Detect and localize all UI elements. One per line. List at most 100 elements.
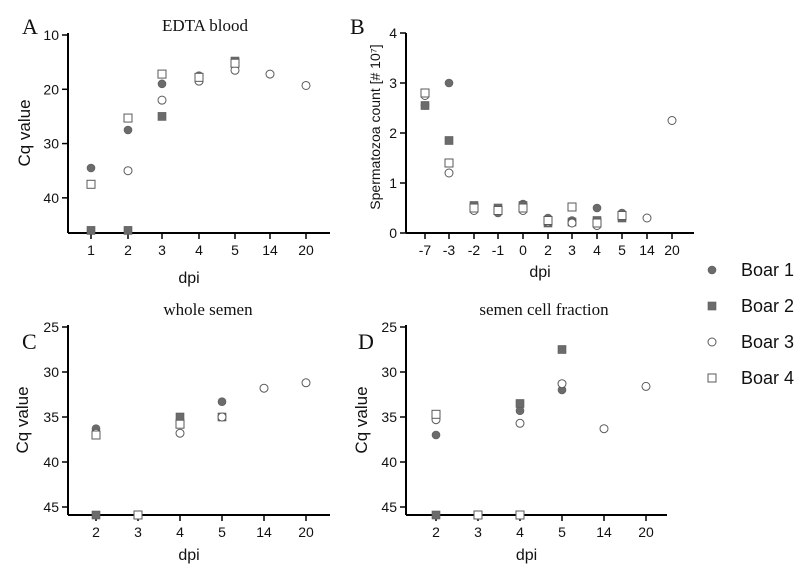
data-point — [444, 78, 454, 88]
legend-label: Boar 1 — [741, 260, 794, 280]
data-point — [557, 345, 567, 354]
y-tick-label: 45 — [43, 499, 59, 515]
y-tick-label: 4 — [389, 25, 397, 41]
x-tick-label: 0 — [519, 242, 527, 258]
data-point — [175, 428, 185, 438]
x-tick-label: 14 — [256, 524, 272, 540]
legend-label: Boar 3 — [741, 332, 794, 352]
x-tick-label: 4 — [593, 242, 601, 258]
data-point — [557, 379, 567, 389]
data-point — [592, 218, 602, 228]
data-point — [444, 158, 454, 168]
y-tick-label: 40 — [381, 454, 397, 470]
x-tick-label: -7 — [419, 242, 432, 258]
data-point — [567, 202, 577, 212]
data-point — [265, 69, 275, 79]
x-tick-label: 5 — [558, 524, 566, 540]
x-axis-label: dpi — [516, 547, 537, 564]
data-point — [133, 510, 143, 520]
panel-letter: D — [358, 329, 374, 354]
x-tick-label: 20 — [638, 524, 654, 540]
data-point — [230, 58, 240, 68]
data-point — [515, 406, 525, 416]
data-point — [123, 125, 133, 135]
data-point — [641, 381, 651, 391]
x-tick-label: 4 — [176, 524, 184, 540]
y-tick-label: 1 — [389, 175, 397, 191]
x-tick-label: -2 — [468, 242, 481, 258]
data-point — [157, 69, 167, 79]
data-point — [157, 112, 167, 121]
data-point — [493, 206, 503, 215]
data-point — [259, 383, 269, 393]
x-tick-label: 2 — [544, 242, 552, 258]
data-point — [642, 213, 652, 223]
y-tick-label: 2 — [389, 125, 397, 141]
panel-letter: A — [22, 14, 38, 39]
y-tick-label: 3 — [389, 75, 397, 91]
x-tick-label: 20 — [664, 242, 680, 258]
data-point — [567, 218, 577, 228]
x-tick-label: 3 — [158, 242, 166, 258]
x-tick-label: 2 — [124, 242, 132, 258]
x-tick-label: 4 — [195, 242, 203, 258]
x-tick-label: 2 — [92, 524, 100, 540]
data-point — [301, 80, 311, 90]
data-point — [469, 203, 479, 213]
data-point — [123, 113, 133, 123]
panel-title: semen cell fraction — [479, 300, 609, 319]
data-point — [91, 510, 101, 520]
y-tick-label: 10 — [43, 27, 59, 43]
x-tick-label: 4 — [516, 524, 524, 540]
x-tick-label: 20 — [298, 242, 314, 258]
data-point — [543, 216, 553, 225]
legend-marker — [707, 265, 717, 275]
data-point — [91, 430, 101, 440]
x-tick-label: 5 — [218, 524, 226, 540]
y-tick-label: 0 — [389, 225, 397, 241]
y-tick-label: 40 — [43, 454, 59, 470]
data-point — [444, 136, 454, 145]
x-tick-label: -1 — [492, 242, 505, 258]
data-point — [431, 510, 441, 520]
y-tick-label: 30 — [43, 136, 59, 152]
data-point — [86, 163, 96, 173]
data-point — [301, 378, 311, 388]
data-point — [431, 409, 441, 419]
x-tick-label: 1 — [87, 242, 95, 258]
data-point — [86, 179, 96, 189]
legend-marker — [707, 337, 717, 347]
y-tick-label: 40 — [43, 190, 59, 206]
x-tick-label: 2 — [432, 524, 440, 540]
x-tick-label: 3 — [568, 242, 576, 258]
data-point — [617, 211, 627, 220]
data-point — [86, 226, 96, 235]
x-tick-label: 14 — [262, 242, 278, 258]
data-point — [175, 419, 185, 429]
y-axis-label: Cq value — [13, 386, 32, 453]
y-tick-label: 25 — [43, 319, 59, 335]
data-point — [420, 88, 430, 98]
x-tick-label: 5 — [618, 242, 626, 258]
y-tick-label: 30 — [381, 364, 397, 380]
data-point — [194, 72, 204, 82]
y-tick-label: 35 — [43, 409, 59, 425]
legend-marker — [707, 301, 717, 311]
data-point — [444, 168, 454, 178]
y-axis-label: Cq value — [352, 386, 371, 453]
panel-title: EDTA blood — [162, 16, 248, 35]
y-axis-label: Spermatozoa count [# 10⁷] — [367, 44, 383, 209]
data-point — [431, 430, 441, 440]
data-point — [599, 424, 609, 434]
data-point — [515, 418, 525, 428]
data-point — [157, 79, 167, 89]
data-point — [217, 412, 227, 422]
legend-marker — [707, 373, 717, 383]
panel-letter: C — [22, 329, 37, 354]
x-axis-label: dpi — [178, 270, 199, 287]
y-tick-label: 35 — [381, 409, 397, 425]
data-point — [123, 166, 133, 176]
data-point — [217, 397, 227, 407]
data-point — [123, 226, 133, 235]
